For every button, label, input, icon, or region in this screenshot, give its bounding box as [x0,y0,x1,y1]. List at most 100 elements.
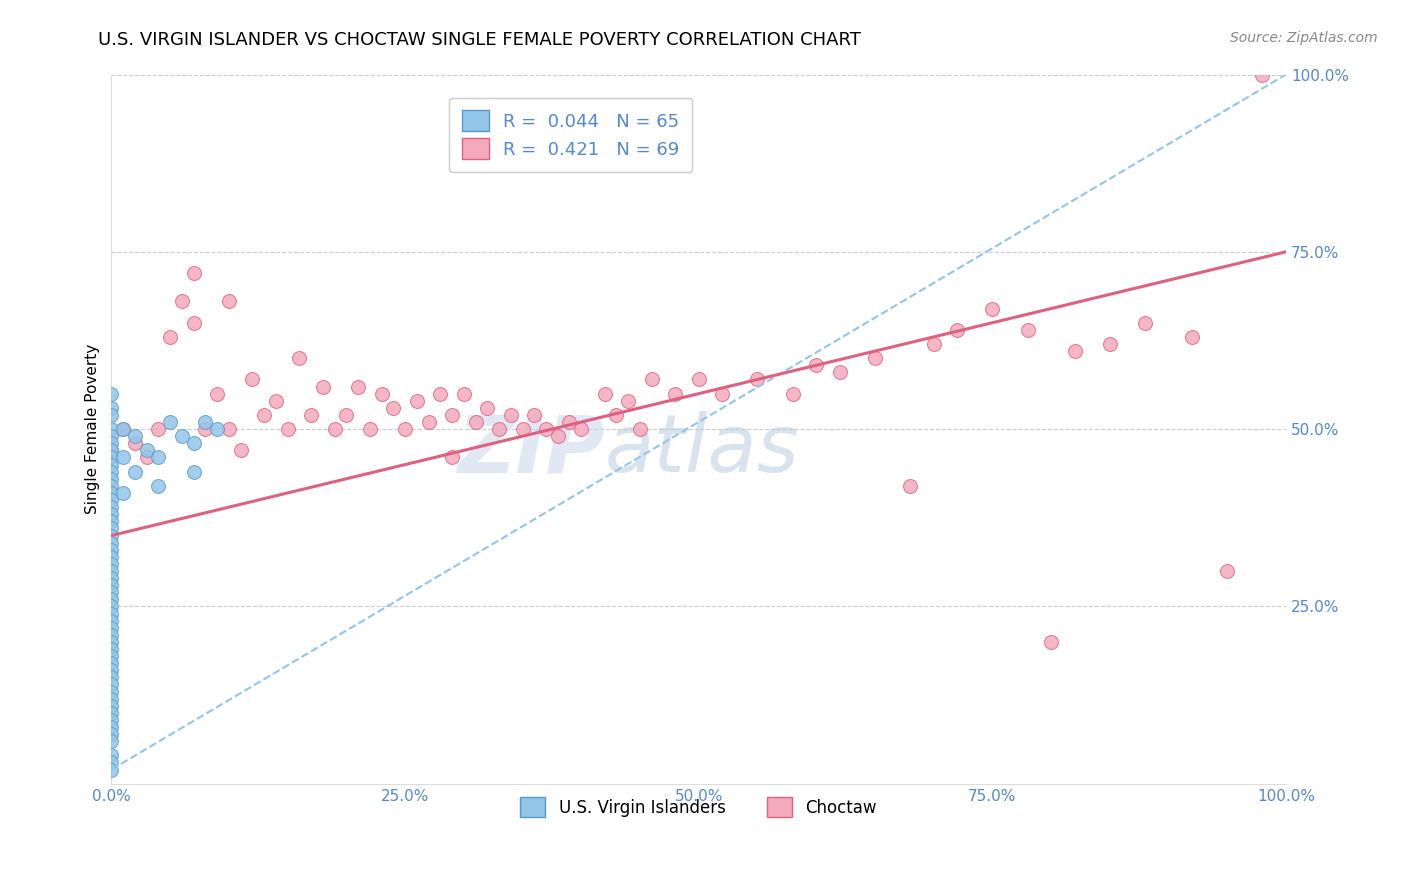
Point [264,393,287,408]
Point [100,571,122,585]
Point [183,465,205,479]
Point [1017,323,1039,337]
Point [100,599,122,614]
Point [100,628,122,642]
Point [1251,68,1274,82]
Point [922,337,945,351]
Point [100,521,122,535]
Text: Source: ZipAtlas.com: Source: ZipAtlas.com [1230,31,1378,45]
Point [240,372,263,386]
Point [946,323,969,337]
Point [335,408,357,422]
Point [253,408,276,422]
Point [605,408,627,422]
Point [382,401,405,415]
Point [523,408,546,422]
Point [641,372,664,386]
Point [488,422,510,436]
Point [1216,564,1239,578]
Point [499,408,522,422]
Point [569,422,592,436]
Point [183,266,205,280]
Point [124,429,146,443]
Point [100,670,122,684]
Point [747,372,769,386]
Point [112,422,135,436]
Point [534,422,557,436]
Point [100,500,122,515]
Point [688,372,710,386]
Point [100,535,122,549]
Point [1063,344,1085,359]
Point [429,386,451,401]
Point [100,734,122,748]
Point [100,642,122,657]
Point [312,379,335,393]
Point [148,422,170,436]
Point [558,415,581,429]
Point [464,415,486,429]
Point [170,294,193,309]
Point [124,436,146,450]
Point [1181,330,1204,344]
Point [124,465,146,479]
Point [100,429,122,443]
Point [441,408,464,422]
Point [453,386,475,401]
Point [100,578,122,592]
Point [100,486,122,500]
Text: U.S. VIRGIN ISLANDER VS CHOCTAW SINGLE FEMALE POVERTY CORRELATION CHART: U.S. VIRGIN ISLANDER VS CHOCTAW SINGLE F… [98,31,862,49]
Point [418,415,440,429]
Point [898,479,921,493]
Point [323,422,346,436]
Point [711,386,734,401]
Point [100,635,122,649]
Point [100,663,122,677]
Point [100,621,122,635]
Point [100,564,122,578]
Point [100,607,122,621]
Point [394,422,416,436]
Point [100,465,122,479]
Point [100,756,122,770]
Point [100,592,122,607]
Point [100,748,122,763]
Point [100,585,122,599]
Point [100,436,122,450]
Point [100,401,122,415]
Point [863,351,886,366]
Point [1040,635,1063,649]
Point [1098,337,1121,351]
Point [100,706,122,720]
Point [159,330,181,344]
Text: ZIP: ZIP [457,411,605,490]
Point [170,429,193,443]
Point [288,351,311,366]
Point [664,386,686,401]
Point [370,386,392,401]
Point [100,479,122,493]
Point [100,542,122,557]
Point [205,422,228,436]
Point [100,656,122,670]
Point [804,359,827,373]
Point [1133,316,1156,330]
Point [100,450,122,465]
Point [593,386,616,401]
Point [100,422,122,436]
Point [100,443,122,458]
Point [112,486,135,500]
Point [183,316,205,330]
Point [100,713,122,727]
Point [183,436,205,450]
Point [299,408,322,422]
Legend: U.S. Virgin Islanders, Choctaw: U.S. Virgin Islanders, Choctaw [512,789,886,825]
Point [547,429,569,443]
Point [100,684,122,698]
Point [405,393,427,408]
Point [218,294,240,309]
Point [135,443,157,458]
Point [100,720,122,734]
Point [148,450,170,465]
Point [100,408,122,422]
